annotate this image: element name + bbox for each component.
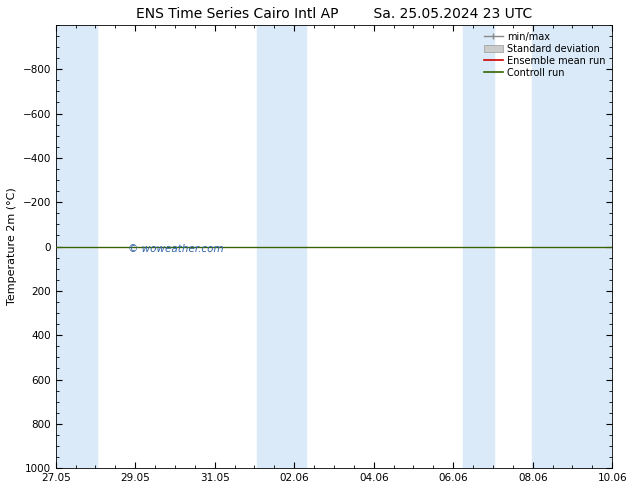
Bar [533,25,612,468]
Bar [56,25,98,468]
Bar [257,25,306,468]
Text: © woweather.com: © woweather.com [128,244,224,254]
Title: ENS Time Series Cairo Intl AP        Sa. 25.05.2024 23 UTC: ENS Time Series Cairo Intl AP Sa. 25.05.… [136,7,532,21]
Legend: min/max, Standard deviation, Ensemble mean run, Controll run: min/max, Standard deviation, Ensemble me… [482,30,607,79]
Bar [463,25,494,468]
Y-axis label: Temperature 2m (°C): Temperature 2m (°C) [7,188,17,305]
